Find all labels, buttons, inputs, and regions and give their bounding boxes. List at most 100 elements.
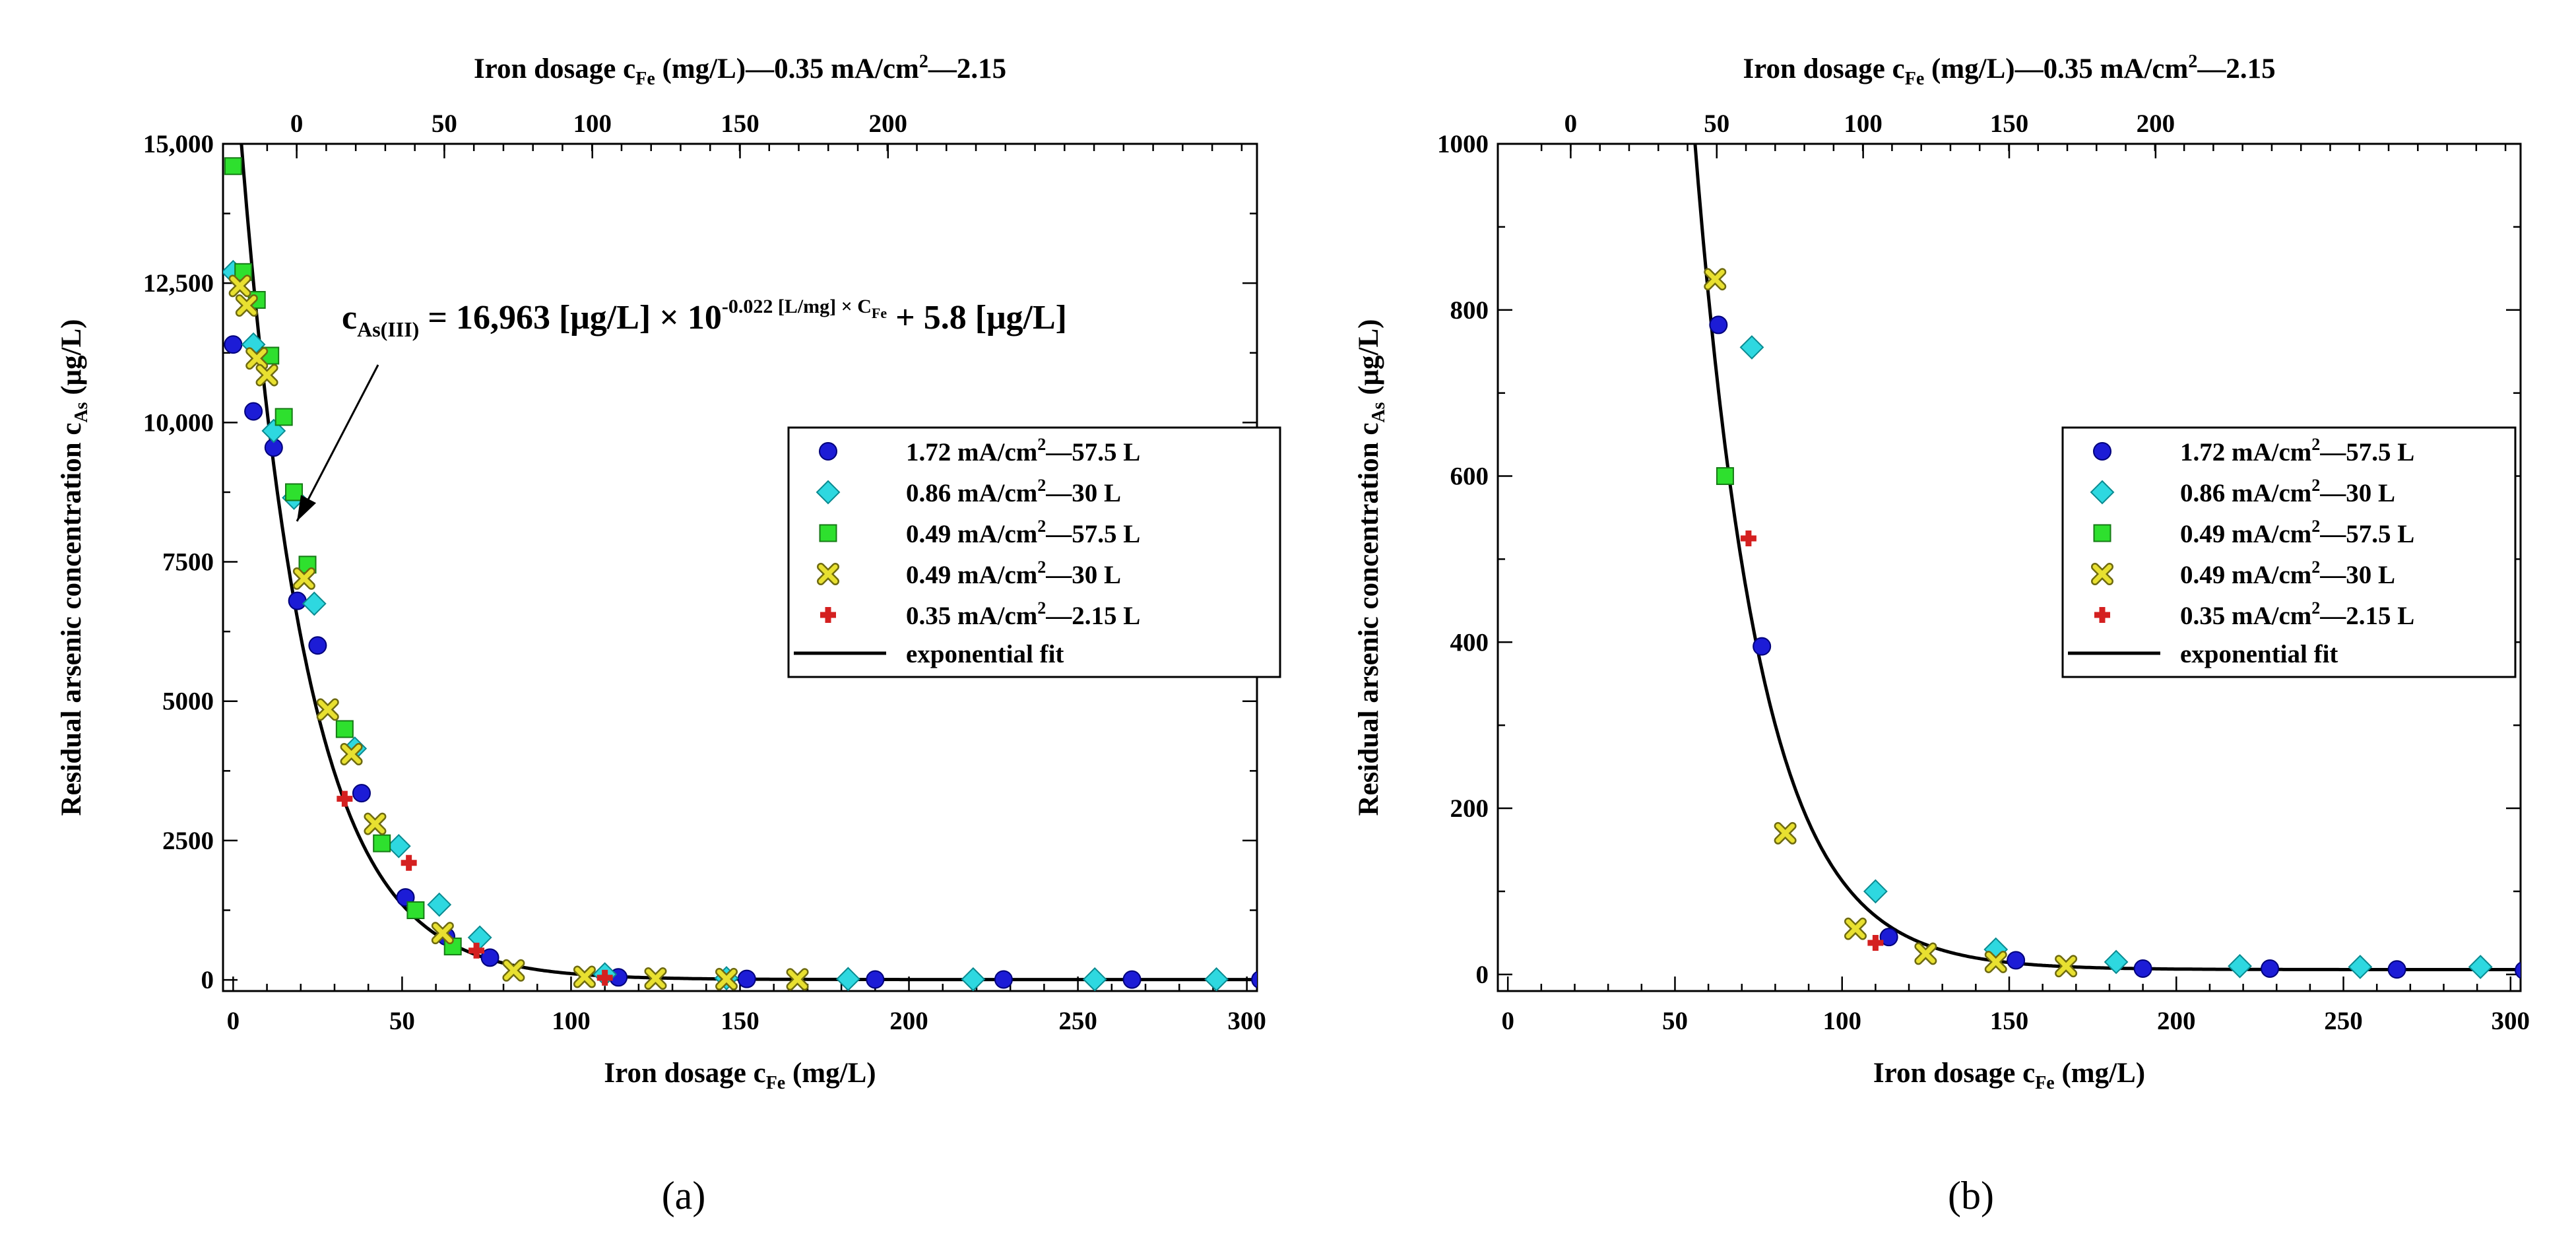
- legend-marker-diamond: [2090, 480, 2115, 505]
- data-point-circle: [1879, 928, 1898, 947]
- legend-marker-plus: [2094, 607, 2110, 623]
- data-point-circle: [2387, 960, 2406, 979]
- top-axis-title: Iron dosage cFe (mg/L)—0.35 mA/cm2—2.15: [1743, 51, 2275, 89]
- data-point-x-fill: [575, 967, 595, 986]
- x-tick-label: 200: [2157, 1007, 2196, 1035]
- data-point-diamond: [1863, 879, 1888, 904]
- legend-label-fit: exponential fit: [2180, 640, 2338, 668]
- data-point-circle: [2007, 951, 2026, 970]
- y-tick-label: 200: [1450, 794, 1489, 823]
- data-point-x-fill: [230, 276, 250, 296]
- data-point-square: [274, 408, 293, 426]
- series-plus: [337, 790, 613, 986]
- series-diamond: [1739, 335, 2493, 979]
- legend-label: 0.86 mA/cm2—30 L: [906, 476, 1121, 507]
- panel-label: (b): [1948, 1174, 1994, 1217]
- legend-label-fit: exponential fit: [906, 640, 1064, 668]
- data-point-x-fill: [257, 366, 277, 385]
- x-tick-label: 200: [889, 1007, 928, 1035]
- data-point-x-fill: [717, 969, 736, 989]
- legend-label: 1.72 mA/cm2—57.5 L: [2180, 435, 2414, 466]
- top-tick-label: 50: [432, 110, 457, 138]
- panel-b-chart: 0 50 100 150 200 250 300 0 200 400 600 800 1000 0 50 10…: [1353, 51, 2530, 1217]
- legend-marker-square: [819, 524, 837, 542]
- data-point-diamond: [1739, 335, 1764, 360]
- x-tick-label: 150: [1990, 1007, 2029, 1035]
- legend: 1.72 mA/cm2—57.5 L 0.86 mA/cm2—30 L 0.49 m…: [2061, 426, 2517, 678]
- data-point-x-fill: [503, 961, 523, 980]
- series-x: [228, 274, 809, 991]
- data-point-x-fill: [645, 969, 665, 988]
- y-tick-label: 12,500: [143, 269, 214, 298]
- legend-box: [2061, 426, 2517, 678]
- data-point-x-fill: [1846, 919, 1865, 939]
- legend-marker-square: [2093, 524, 2111, 542]
- legend-label: 0.35 mA/cm2—2.15 L: [906, 598, 1140, 630]
- data-point-diamond: [302, 591, 327, 616]
- y-tick-label: 0: [1476, 961, 1489, 989]
- data-point-circle: [1709, 315, 1728, 335]
- y-tick-label: 10,000: [143, 408, 214, 437]
- x-axis-title: Iron dosage cFe (mg/L): [1873, 1058, 2145, 1093]
- top-tick-label: 50: [1704, 110, 1729, 138]
- x-tick-label: 50: [389, 1007, 415, 1035]
- data-point-circle: [994, 970, 1013, 989]
- data-point-x-fill: [294, 569, 314, 589]
- data-point-plus: [401, 854, 417, 871]
- data-point-diamond: [2348, 955, 2373, 979]
- data-point-x-fill: [2056, 956, 2076, 976]
- x-tick-label: 150: [721, 1007, 759, 1035]
- data-point-square: [373, 834, 391, 852]
- y-tick-label: 7500: [162, 548, 214, 577]
- data-point-x-fill: [247, 348, 267, 368]
- data-point-x-fill: [1776, 823, 1795, 843]
- series-square: [224, 157, 462, 955]
- legend-marker-x-fill: [2092, 564, 2112, 584]
- y-tick-label: 600: [1450, 463, 1489, 491]
- top-tick-label: 150: [721, 110, 759, 138]
- data-point-diamond: [2104, 949, 2129, 975]
- x-tick-label: 100: [552, 1007, 591, 1035]
- legend-label: 0.49 mA/cm2—57.5 L: [2180, 517, 2414, 548]
- data-point-square: [335, 720, 354, 738]
- data-point-circle: [866, 970, 885, 989]
- panel-label: (a): [662, 1174, 706, 1217]
- series-circle: [1709, 315, 2521, 979]
- data-point-diamond: [427, 892, 452, 917]
- top-tick-label: 200: [2137, 110, 2175, 138]
- legend-label: 0.49 mA/cm2—30 L: [906, 558, 1121, 589]
- data-point-x-fill: [1916, 944, 1935, 963]
- data-point-circle: [480, 948, 499, 967]
- data-point-x-fill: [342, 744, 362, 764]
- legend-label: 0.49 mA/cm2—57.5 L: [906, 517, 1140, 548]
- data-point-diamond: [961, 967, 986, 991]
- series-plus: [1740, 530, 1884, 951]
- data-point-x-fill: [237, 296, 257, 315]
- data-point-x-fill: [365, 814, 385, 834]
- data-point-plus: [337, 790, 353, 807]
- data-point-circle: [737, 969, 756, 988]
- top-tick-label: 100: [1844, 110, 1883, 138]
- x-tick-label: 250: [2324, 1007, 2363, 1035]
- legend-label: 1.72 mA/cm2—57.5 L: [906, 435, 1140, 466]
- data-point-diamond: [467, 925, 492, 950]
- legend-box: [787, 426, 1281, 678]
- data-point-square: [1716, 467, 1734, 486]
- y-tick-label: 1000: [1437, 130, 1489, 158]
- x-axis-title: Iron dosage cFe (mg/L): [604, 1058, 876, 1093]
- data-point-x-fill: [1986, 952, 2006, 972]
- y-tick-label: 400: [1450, 628, 1489, 657]
- legend: 1.72 mA/cm2—57.5 L 0.86 mA/cm2—30 L 0.49 m…: [787, 426, 1281, 678]
- data-point-circle: [352, 784, 371, 803]
- legend-label: 0.35 mA/cm2—2.15 L: [2180, 598, 2414, 630]
- legend-label: 0.49 mA/cm2—30 L: [2180, 558, 2395, 589]
- panel-a-chart: 0 50 100 150 200 250 300 0 2500 5000 7500 10,000 12,…: [56, 51, 1281, 1217]
- data-point-x-fill: [318, 699, 338, 719]
- legend-marker-circle: [819, 442, 837, 461]
- data-point-circle: [1251, 971, 1257, 988]
- data-point-x-fill: [788, 969, 808, 989]
- x-tick-label: 300: [2492, 1007, 2530, 1035]
- data-point-circle: [2133, 959, 2152, 978]
- data-point-circle: [1122, 970, 1142, 989]
